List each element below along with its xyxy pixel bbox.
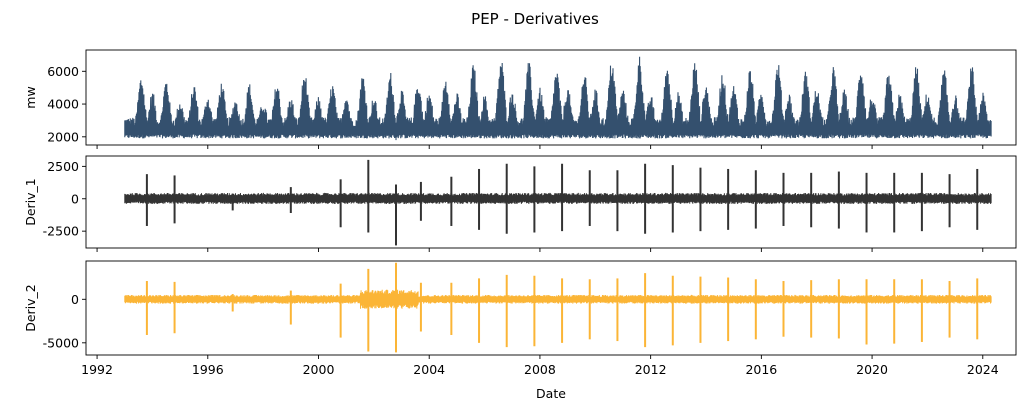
y-axis-label-mw: mw (23, 86, 38, 108)
y-tick-label: 2000 (47, 129, 79, 144)
panel-deriv-1: -2500 0 2500 Deriv_1 (23, 155, 1017, 252)
panel-mw: 2000 4000 6000 mw (23, 49, 1017, 149)
x-tick-label: 2008 (524, 362, 556, 377)
x-tick-label: 1992 (81, 362, 113, 377)
series-line-deriv-1 (124, 192, 992, 204)
series-line-mw (124, 56, 992, 141)
y-tick-label: 6000 (47, 64, 79, 79)
y-tick-label: 2500 (47, 159, 79, 174)
y-tick-label: 0 (71, 191, 79, 206)
series-line-deriv-2 (124, 289, 992, 309)
y-tick-label: -2500 (43, 224, 79, 239)
x-tick-label: 2016 (745, 362, 777, 377)
x-tick-label: 2000 (303, 362, 335, 377)
axes-frame (85, 49, 1017, 146)
chart-title: PEP - Derivatives (471, 10, 599, 28)
y-tick-label: 4000 (47, 97, 79, 112)
axes-frame (85, 155, 1017, 249)
x-tick-label: 2024 (967, 362, 999, 377)
axes-frame (85, 260, 1017, 356)
y-tick-label: 0 (71, 292, 79, 307)
panel-deriv-2: -5000 0 1992 1996 2000 2004 2008 2012 2016 2020 20… (23, 260, 1017, 377)
y-tick-label: -5000 (43, 335, 79, 350)
x-tick-label: 2004 (413, 362, 445, 377)
x-tick-label: 2020 (856, 362, 888, 377)
y-axis-label-deriv-1: Deriv_1 (23, 178, 38, 226)
x-tick-label: 1996 (192, 362, 224, 377)
x-tick-label: 2012 (635, 362, 667, 377)
x-axis-label: Date (536, 386, 566, 401)
y-axis-label-deriv-2: Deriv_2 (23, 284, 38, 332)
